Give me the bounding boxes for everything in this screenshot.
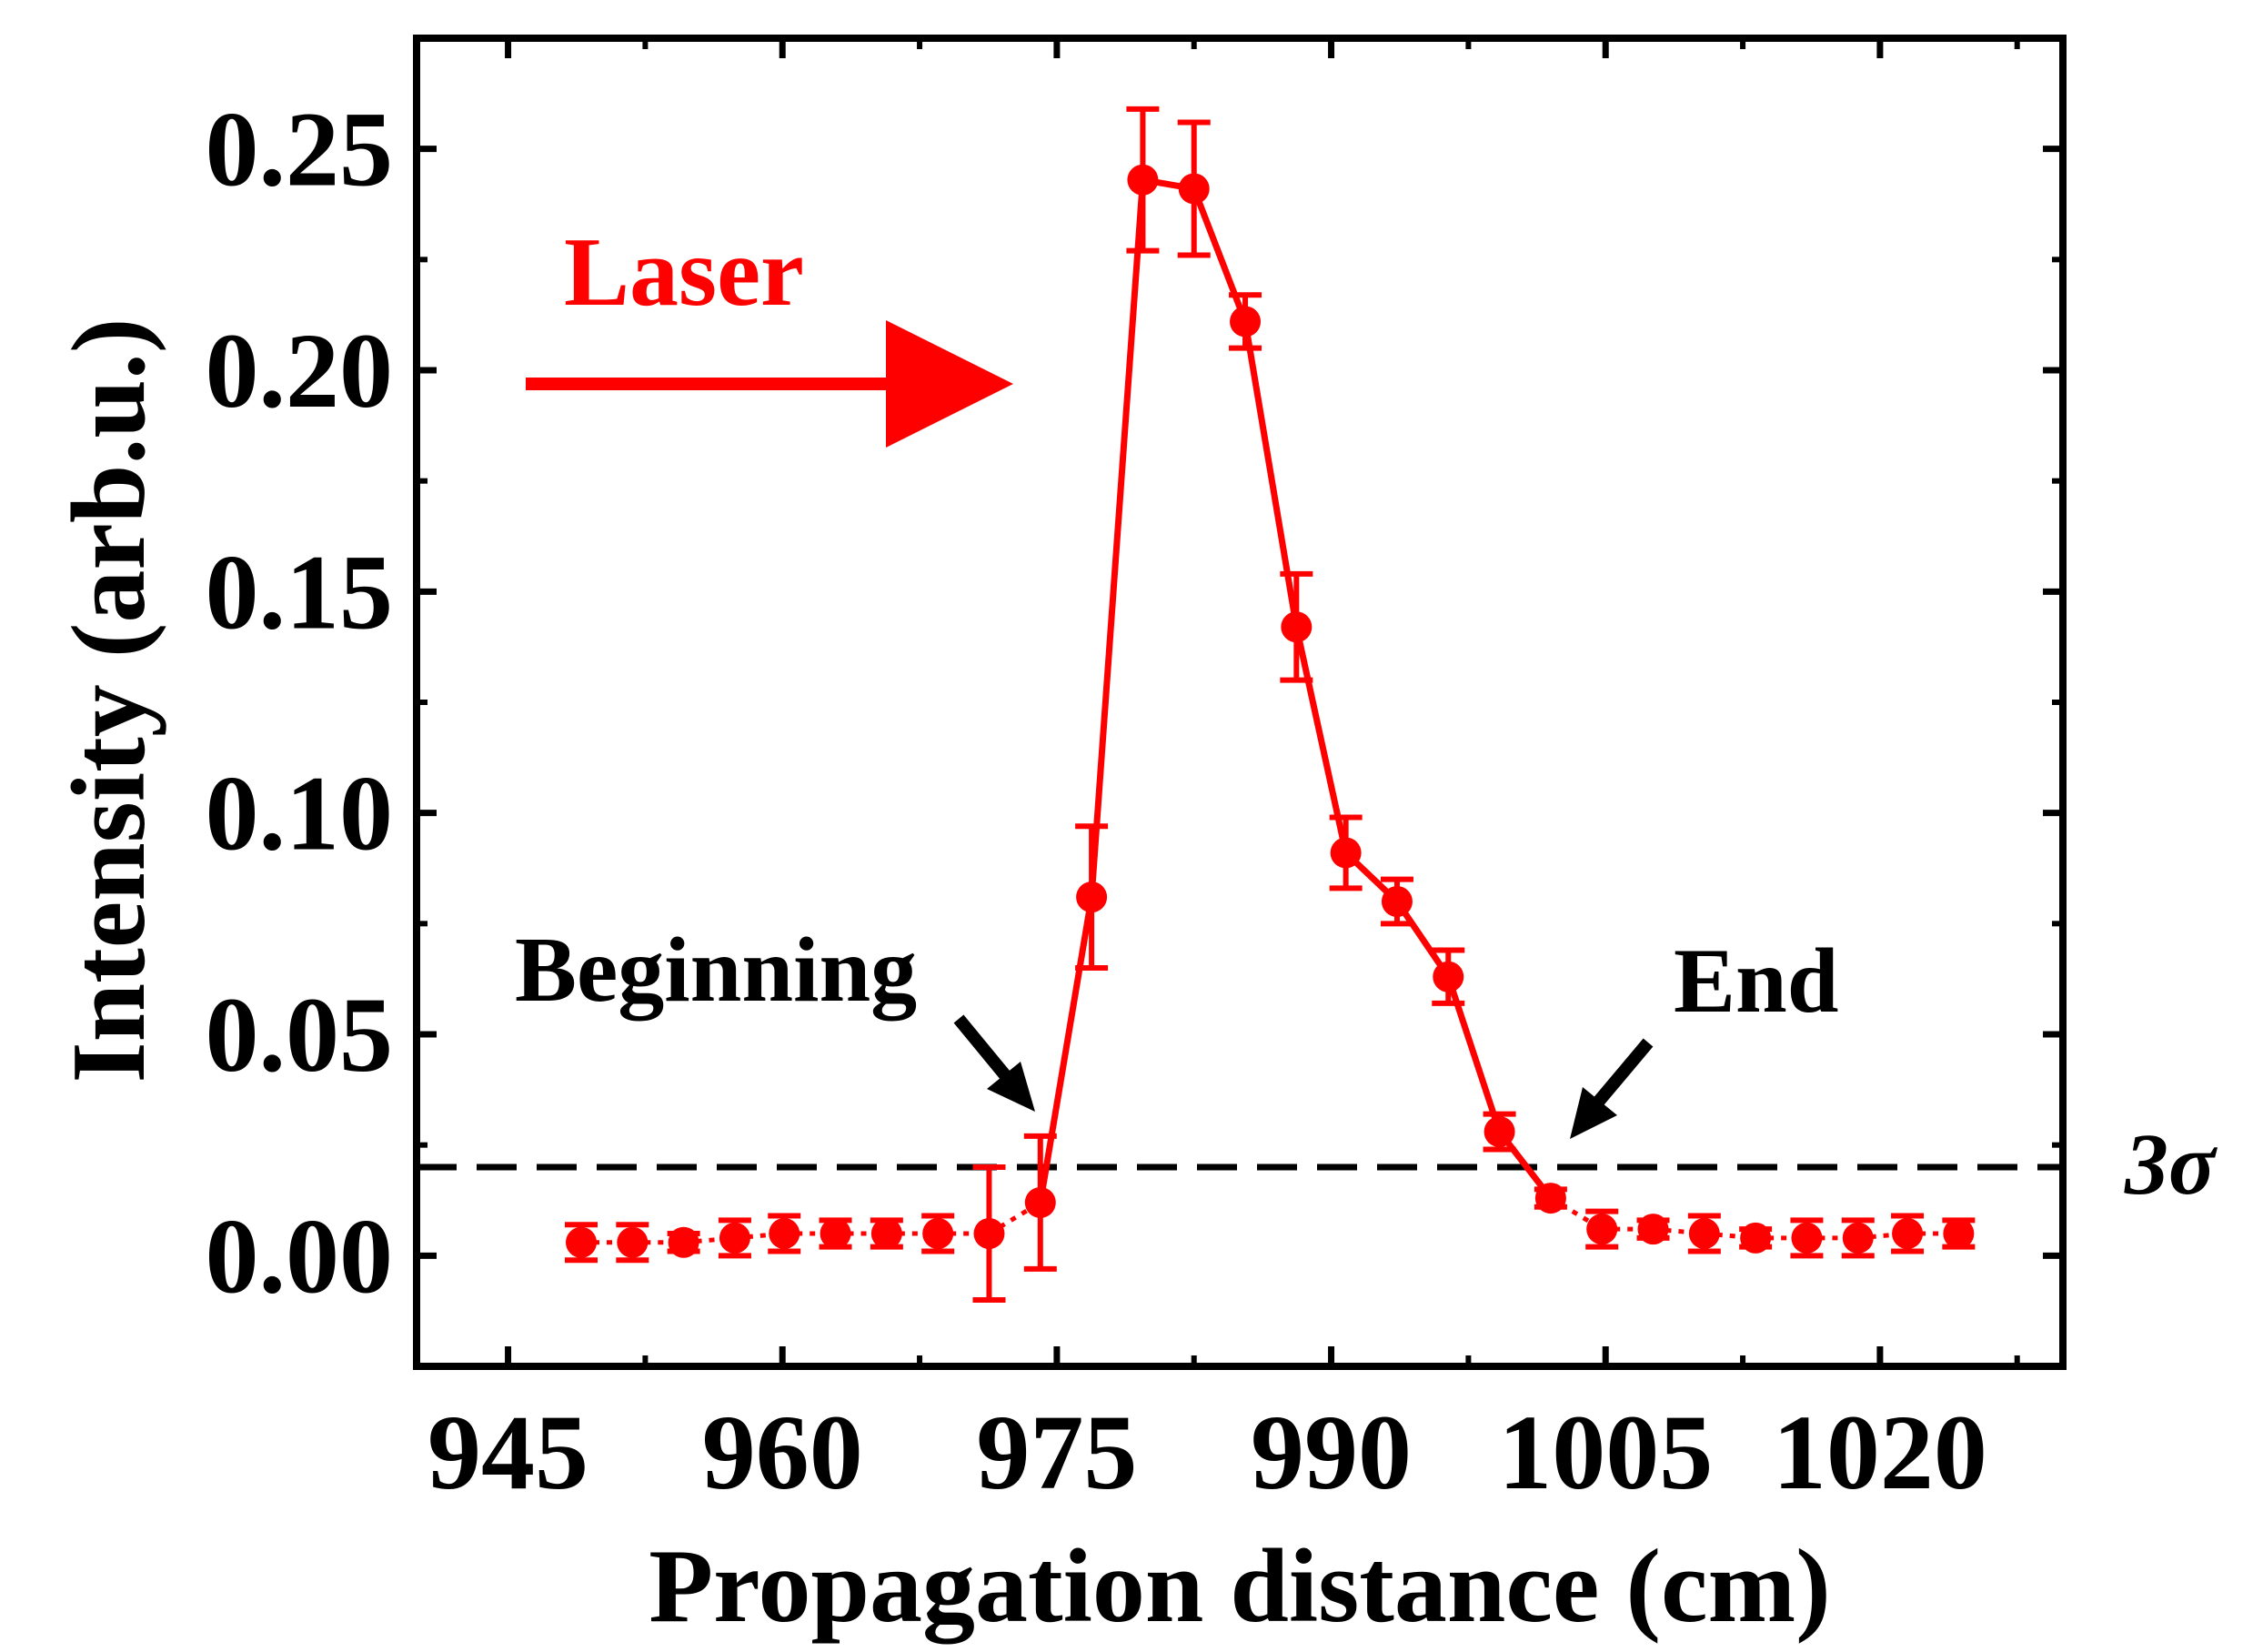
- beginning-arrow: [953, 1014, 1035, 1112]
- series-line: [1037, 896, 1095, 1204]
- data-point: [1534, 1183, 1566, 1214]
- x-tick-label: 945: [427, 1393, 588, 1512]
- data-point: [1127, 164, 1159, 196]
- data-point: [1433, 961, 1464, 992]
- series-dotted-line: [988, 1200, 1042, 1236]
- data-point: [1740, 1222, 1772, 1254]
- data-point: [1943, 1218, 1975, 1249]
- data-point: [668, 1226, 699, 1258]
- x-tick-label: 990: [1251, 1393, 1412, 1512]
- data-point: [566, 1226, 597, 1258]
- data-point: [1791, 1222, 1823, 1254]
- axis-ticks: 945 960 975 990 1005 1020 0.00 0.05 0.10 0.15 0.20…: [206, 38, 2063, 1512]
- end-label: End: [1674, 930, 1839, 1032]
- y-tick-label: 0.25: [206, 90, 394, 209]
- data-point: [1892, 1218, 1924, 1249]
- laser-label: Laser: [564, 218, 804, 327]
- y-axis-title: Intensity (arb.u.): [51, 317, 167, 1083]
- data-point: [1381, 886, 1413, 917]
- data-point: [719, 1222, 750, 1254]
- end-arrow: [1570, 1038, 1654, 1139]
- data-point: [922, 1218, 954, 1249]
- data-point: [1076, 881, 1108, 913]
- y-tick-label: 0.20: [206, 311, 394, 430]
- data-point: [870, 1218, 902, 1249]
- data-point: [1637, 1214, 1669, 1245]
- data-point: [973, 1218, 1005, 1249]
- data-point: [1842, 1222, 1874, 1254]
- data-point: [1024, 1186, 1056, 1218]
- x-axis-title: Propagation distance (cm): [649, 1528, 1831, 1645]
- x-tick-label: 960: [702, 1393, 863, 1512]
- y-tick-label: 0.05: [206, 975, 394, 1094]
- data-point: [820, 1218, 851, 1249]
- threshold-label: 3σ: [2124, 1115, 2218, 1213]
- series-line: [1088, 179, 1146, 898]
- beginning-label: Beginning: [515, 919, 917, 1022]
- x-tick-label: 1020: [1773, 1393, 1987, 1512]
- data-point: [1178, 173, 1210, 205]
- data-point: [1330, 837, 1362, 869]
- data-point: [1230, 306, 1262, 337]
- data-point: [1586, 1214, 1618, 1245]
- y-tick-label: 0.15: [206, 532, 394, 651]
- y-tick-label: 0.10: [206, 754, 394, 873]
- series-line: [1191, 187, 1249, 323]
- x-tick-label: 1005: [1498, 1393, 1713, 1512]
- series-dotted-line: [1549, 1195, 1604, 1232]
- data-point: [1484, 1116, 1515, 1148]
- x-tick-label: 975: [976, 1393, 1137, 1512]
- y-tick-label: 0.00: [206, 1196, 394, 1315]
- data-point: [769, 1218, 800, 1249]
- data-point: [1688, 1218, 1720, 1249]
- series-line: [1242, 320, 1300, 628]
- data-point: [1281, 611, 1313, 643]
- data-series: [565, 106, 1976, 1303]
- series-line: [1444, 975, 1503, 1133]
- data-point: [617, 1226, 649, 1258]
